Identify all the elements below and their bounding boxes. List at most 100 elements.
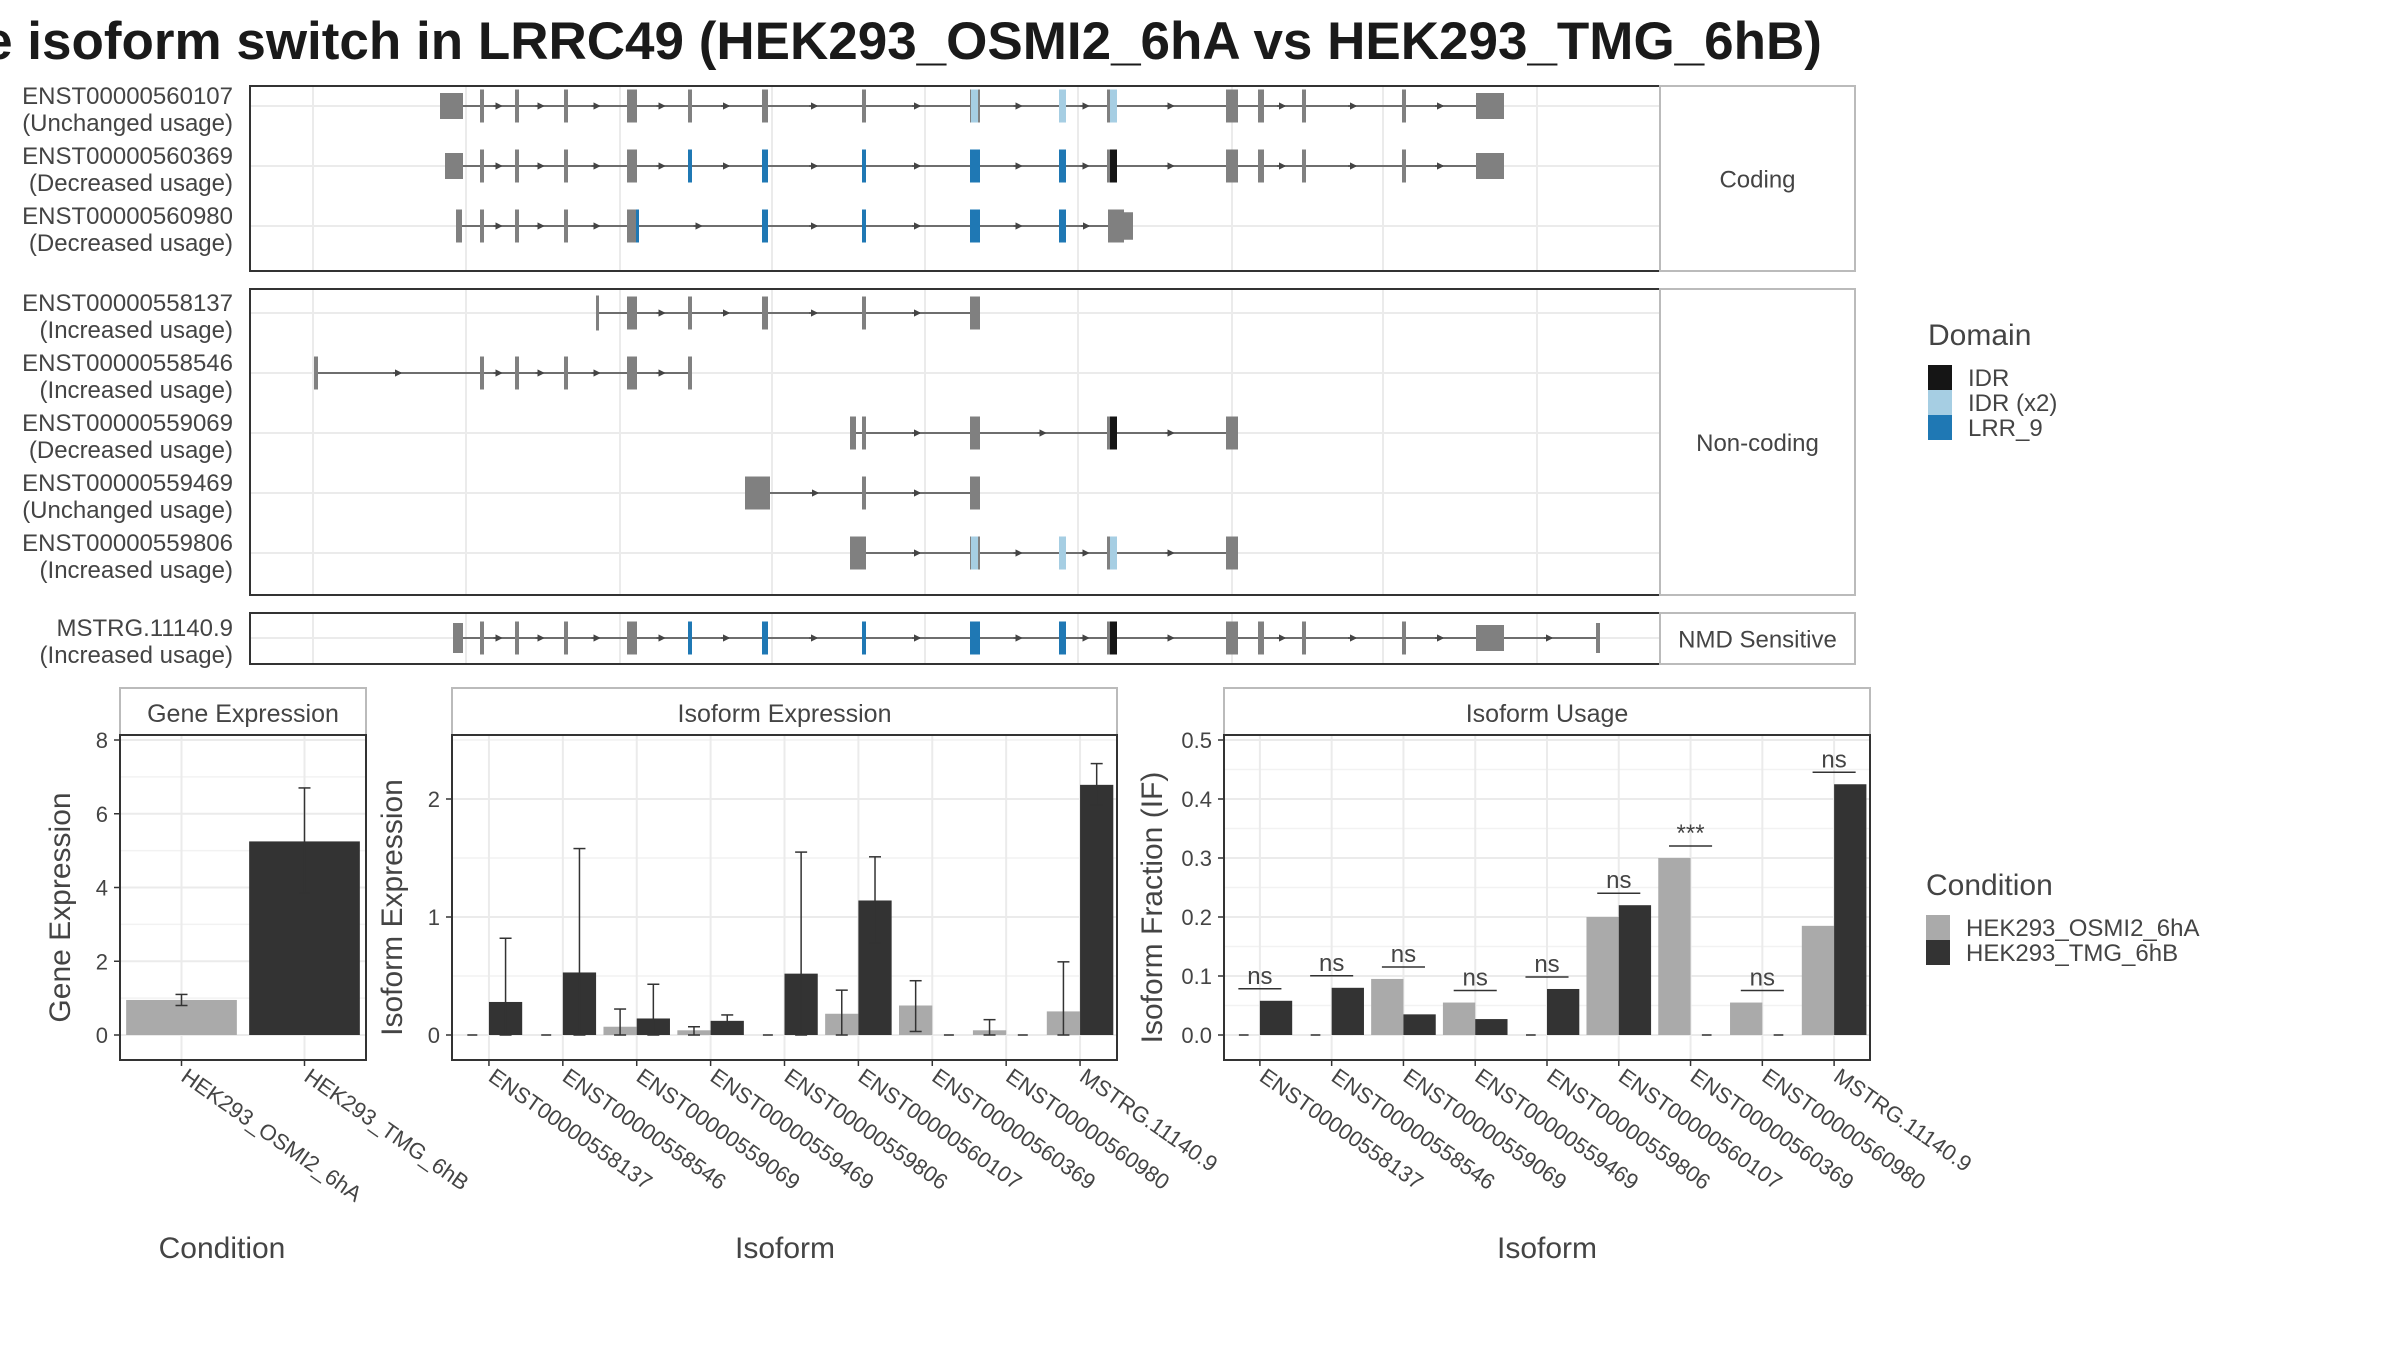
transcript-row: ENST00000558546(Increased usage) bbox=[22, 350, 692, 404]
exon bbox=[1226, 149, 1238, 183]
significance-label: ns bbox=[1821, 746, 1846, 773]
y-tick-label: 0 bbox=[428, 1023, 440, 1048]
exon bbox=[627, 296, 637, 330]
exon bbox=[440, 93, 463, 119]
panel-strip-label: Coding bbox=[1719, 167, 1795, 194]
exon bbox=[480, 356, 484, 390]
transcript-row: ENST00000560107(Unchanged usage) bbox=[22, 83, 1504, 137]
structure-panel-coding: Coding bbox=[249, 85, 1856, 272]
chart-strip bbox=[451, 687, 1118, 736]
exon bbox=[1402, 149, 1406, 183]
domain-legend-swatch bbox=[1928, 365, 1952, 390]
transcript-row: ENST00000560980(Decreased usage) bbox=[22, 203, 1133, 257]
chart-strip-title: Isoform Expression bbox=[678, 700, 892, 728]
exon bbox=[1059, 209, 1066, 243]
exon bbox=[762, 89, 768, 123]
y-tick-label: 0.4 bbox=[1181, 787, 1212, 812]
exon bbox=[456, 209, 462, 243]
exon bbox=[1476, 625, 1504, 651]
exon bbox=[1226, 416, 1238, 450]
y-tick-label: 4 bbox=[96, 876, 108, 901]
exon bbox=[1226, 536, 1238, 570]
panel-strip-label: Non-coding bbox=[1696, 430, 1819, 457]
plot-border bbox=[1223, 734, 1871, 1061]
exon bbox=[862, 149, 866, 183]
exon bbox=[480, 89, 484, 123]
transcript-structure-panel: Coding Non-coding NMD Sensitive ENST0000056… bbox=[22, 83, 1856, 669]
exon bbox=[627, 209, 637, 243]
exon bbox=[688, 149, 692, 183]
bar bbox=[1259, 1000, 1293, 1035]
chart-title-text: Gene isoform switch in LRRC49 (HEK293_OS… bbox=[0, 12, 1822, 71]
condition-legend-label: HEK293_OSMI2_6hA bbox=[1966, 915, 2199, 942]
chart-strip-title: Isoform Usage bbox=[1466, 700, 1629, 728]
y-tick-label: 0.5 bbox=[1181, 728, 1212, 753]
y-axis-title: Gene Expression bbox=[44, 792, 77, 1022]
exon bbox=[762, 209, 768, 243]
transcript-usage: (Decreased usage) bbox=[29, 170, 233, 197]
exon bbox=[762, 149, 768, 183]
exon bbox=[1059, 536, 1066, 570]
exon bbox=[1258, 621, 1264, 655]
bar bbox=[1442, 1002, 1476, 1035]
exon bbox=[1124, 212, 1133, 240]
exon bbox=[970, 621, 980, 655]
y-tick-label: 0.2 bbox=[1181, 905, 1212, 930]
transcript-id: ENST00000560980 bbox=[22, 203, 233, 230]
panel-strip-label: NMD Sensitive bbox=[1678, 627, 1837, 654]
bar bbox=[1586, 917, 1619, 1035]
exon bbox=[1258, 89, 1264, 123]
exon bbox=[1108, 209, 1124, 243]
chart-title: Gene isoform switch in LRRC49 (HEK293_OS… bbox=[0, 6, 1870, 78]
domain-block bbox=[1110, 416, 1117, 450]
chart-isoform-expression: Isoform Expression012ENST00000558137ENST… bbox=[376, 687, 1222, 1265]
transcript-row: ENST00000558137(Increased usage) bbox=[22, 290, 980, 344]
significance-label: ns bbox=[1606, 867, 1631, 894]
exon bbox=[314, 356, 318, 390]
exon bbox=[627, 89, 637, 123]
significance-label: ns bbox=[1247, 963, 1272, 990]
bar bbox=[1730, 1002, 1763, 1035]
y-tick-label: 0.1 bbox=[1181, 964, 1212, 989]
y-tick-label: 0.3 bbox=[1181, 846, 1212, 871]
exon bbox=[564, 356, 568, 390]
bar bbox=[1658, 858, 1691, 1035]
exon bbox=[862, 296, 866, 330]
transcript-id: ENST00000559069 bbox=[22, 410, 233, 437]
x-axis-title: Isoform bbox=[735, 1232, 835, 1265]
transcript-id: ENST00000560369 bbox=[22, 143, 233, 170]
plot-border bbox=[451, 734, 1118, 1061]
transcript-row: ENST00000559069(Decreased usage) bbox=[22, 410, 1238, 464]
transcript-id: MSTRG.11140.9 bbox=[56, 615, 233, 642]
exon bbox=[1476, 93, 1504, 119]
transcript-usage: (Decreased usage) bbox=[29, 437, 233, 464]
exon bbox=[745, 476, 770, 510]
exon bbox=[762, 621, 768, 655]
transcript-usage: (Increased usage) bbox=[40, 317, 233, 344]
significance-label: ns bbox=[1463, 965, 1488, 992]
bar bbox=[1475, 1019, 1508, 1035]
condition-legend-label: HEK293_TMG_6hB bbox=[1966, 940, 2178, 967]
exon bbox=[762, 296, 768, 330]
transcript-row: ENST00000559469(Unchanged usage) bbox=[22, 470, 980, 524]
domain-block bbox=[636, 209, 639, 243]
exon bbox=[564, 149, 568, 183]
exon bbox=[515, 149, 519, 183]
bar bbox=[1618, 905, 1652, 1035]
domain-legend-title: Domain bbox=[1928, 319, 2031, 352]
panel-strip bbox=[1659, 612, 1856, 665]
y-axis-title: Isoform Fraction (IF) bbox=[1136, 772, 1169, 1044]
exon bbox=[445, 153, 463, 179]
domain-legend-label: IDR (x2) bbox=[1968, 390, 2057, 417]
exon bbox=[862, 89, 866, 123]
plot-border bbox=[119, 734, 367, 1061]
domain-block bbox=[1110, 149, 1117, 183]
significance-label: ns bbox=[1319, 950, 1344, 977]
exon bbox=[1302, 149, 1306, 183]
bar bbox=[1331, 987, 1364, 1035]
significance-label: ns bbox=[1750, 965, 1775, 992]
exon bbox=[688, 89, 692, 123]
